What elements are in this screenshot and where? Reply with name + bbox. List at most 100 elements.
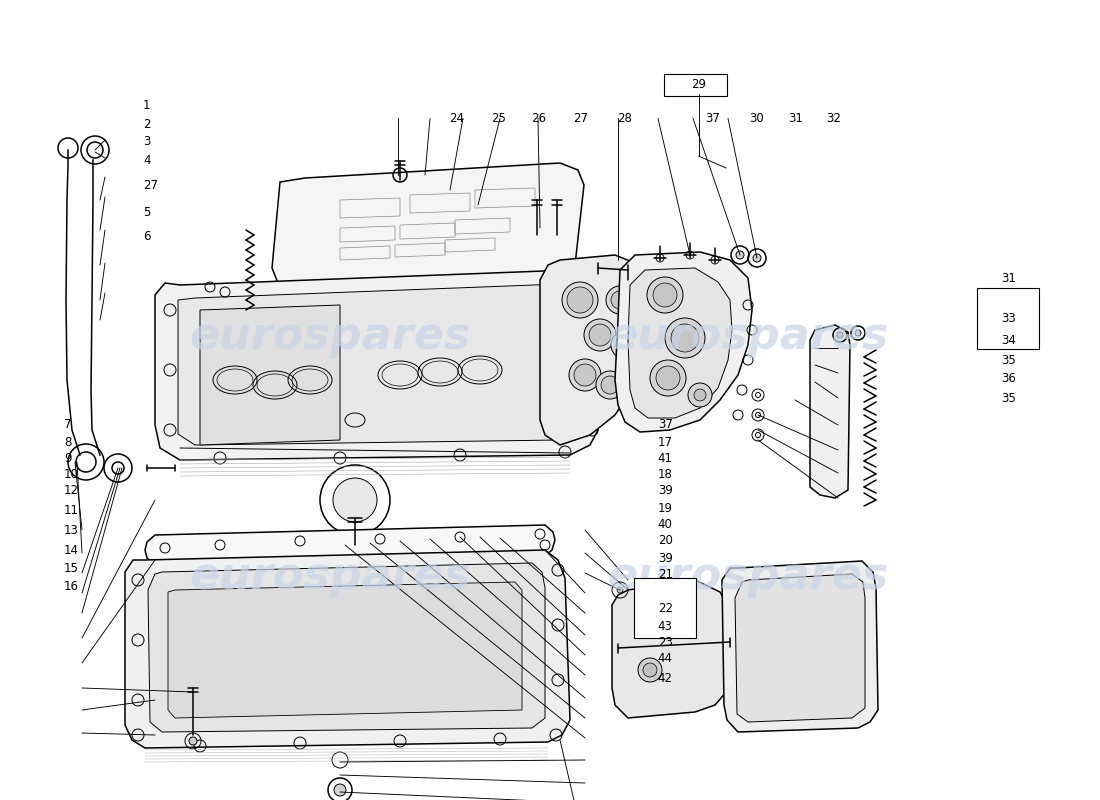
Text: 40: 40 (658, 518, 673, 530)
Text: 23: 23 (658, 636, 673, 649)
Circle shape (574, 364, 596, 386)
Bar (664, 74, 727, 96)
Circle shape (569, 359, 601, 391)
Circle shape (756, 393, 760, 398)
Text: 37: 37 (658, 418, 673, 430)
Circle shape (562, 282, 598, 318)
Circle shape (694, 389, 706, 401)
Circle shape (638, 658, 662, 682)
Circle shape (855, 330, 861, 336)
Text: eurospares: eurospares (607, 554, 889, 598)
Polygon shape (722, 561, 878, 732)
Text: 16: 16 (64, 580, 79, 593)
Text: 30: 30 (749, 112, 764, 125)
Text: 38: 38 (658, 584, 672, 597)
Text: 17: 17 (658, 436, 673, 449)
Text: 3: 3 (143, 135, 151, 148)
Circle shape (688, 383, 712, 407)
Polygon shape (628, 268, 732, 418)
Circle shape (837, 332, 843, 338)
Circle shape (638, 613, 662, 637)
Polygon shape (200, 305, 340, 445)
Text: 31: 31 (788, 112, 803, 125)
Text: 35: 35 (1001, 354, 1015, 366)
Text: 36: 36 (1001, 372, 1016, 385)
Text: 4: 4 (143, 154, 151, 166)
Text: 11: 11 (64, 504, 79, 517)
Circle shape (617, 587, 623, 593)
Text: 34: 34 (1001, 334, 1016, 346)
Circle shape (601, 376, 619, 394)
Text: 5: 5 (143, 206, 151, 218)
Text: 21: 21 (658, 568, 673, 581)
Text: 41: 41 (658, 452, 673, 465)
Circle shape (653, 283, 676, 307)
Text: 13: 13 (64, 524, 79, 537)
Text: 24: 24 (449, 112, 464, 125)
Text: eurospares: eurospares (189, 554, 471, 598)
Polygon shape (145, 525, 556, 565)
Polygon shape (612, 580, 730, 718)
Text: 9: 9 (64, 452, 72, 465)
Text: 12: 12 (64, 484, 79, 497)
Polygon shape (125, 550, 570, 748)
Text: 37: 37 (705, 112, 720, 125)
Polygon shape (272, 163, 584, 290)
Text: 43: 43 (658, 620, 673, 633)
Circle shape (596, 371, 624, 399)
Circle shape (189, 737, 197, 745)
Circle shape (656, 366, 680, 390)
Text: eurospares: eurospares (607, 314, 889, 358)
Circle shape (588, 324, 610, 346)
Circle shape (610, 331, 639, 359)
Text: 28: 28 (617, 112, 632, 125)
Circle shape (671, 324, 698, 352)
Circle shape (736, 251, 744, 259)
Text: 39: 39 (658, 484, 673, 497)
Text: 22: 22 (658, 602, 673, 614)
Text: 31: 31 (1001, 272, 1016, 285)
Polygon shape (810, 325, 850, 498)
Text: 35: 35 (1001, 392, 1015, 405)
Text: 27: 27 (143, 179, 158, 192)
Circle shape (644, 618, 657, 632)
Polygon shape (155, 270, 600, 460)
Circle shape (754, 254, 761, 262)
Text: 26: 26 (531, 112, 547, 125)
Text: 39: 39 (658, 552, 673, 565)
Text: 2: 2 (143, 118, 151, 130)
Polygon shape (540, 255, 654, 445)
Text: 27: 27 (573, 112, 588, 125)
Text: 44: 44 (658, 652, 673, 665)
Circle shape (584, 319, 616, 351)
Circle shape (650, 360, 686, 396)
Circle shape (644, 663, 657, 677)
Circle shape (566, 287, 593, 313)
Circle shape (606, 286, 634, 314)
Circle shape (756, 433, 760, 438)
Circle shape (666, 318, 705, 358)
Circle shape (333, 478, 377, 522)
Text: eurospares: eurospares (189, 314, 471, 358)
Circle shape (610, 291, 629, 309)
Text: 19: 19 (658, 502, 673, 514)
Text: 32: 32 (1001, 292, 1016, 305)
Text: 6: 6 (143, 230, 151, 242)
Polygon shape (148, 563, 544, 732)
Text: 42: 42 (658, 672, 673, 685)
Circle shape (616, 336, 634, 354)
Circle shape (756, 413, 760, 418)
Circle shape (647, 277, 683, 313)
Text: 32: 32 (826, 112, 842, 125)
Text: 8: 8 (64, 436, 72, 449)
Text: 10: 10 (64, 468, 79, 481)
Text: 14: 14 (64, 544, 79, 557)
Polygon shape (615, 252, 752, 432)
Text: 1: 1 (143, 99, 151, 112)
Text: 18: 18 (658, 468, 673, 481)
Text: 15: 15 (64, 562, 79, 574)
Text: 33: 33 (1001, 312, 1015, 325)
Polygon shape (168, 582, 522, 718)
Polygon shape (735, 574, 865, 722)
Text: 29: 29 (691, 78, 706, 90)
